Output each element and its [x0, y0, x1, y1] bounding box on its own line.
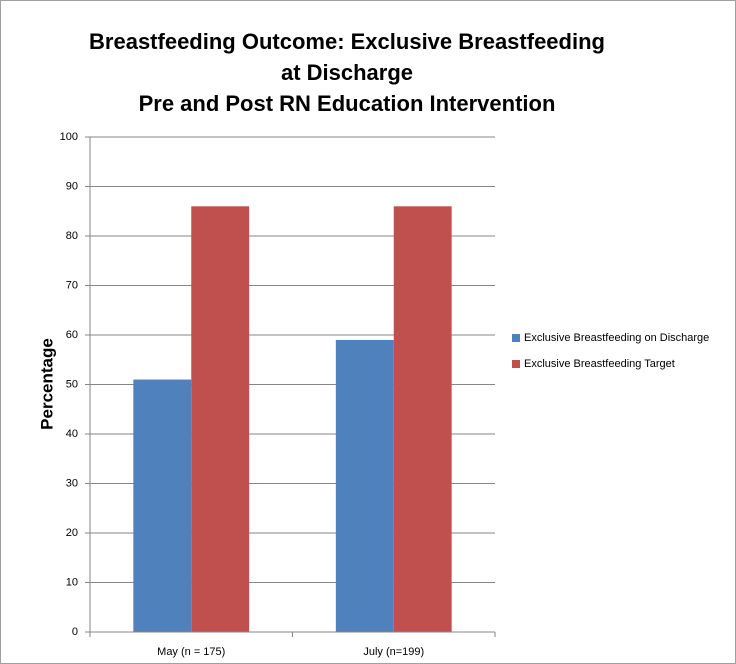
y-tick-label: 90 [66, 180, 78, 192]
chart-subtitle: Pre and Post RN Education Intervention [138, 91, 556, 116]
y-axis-label: Percentage [37, 338, 56, 430]
chart-title: Breastfeeding Outcome: Exclusive Breastf… [89, 29, 605, 85]
y-tick-label: 70 [66, 279, 78, 291]
title-block: Breastfeeding Outcome: Exclusive Breastf… [77, 26, 617, 119]
y-tick-label: 30 [66, 477, 78, 489]
bar [335, 339, 394, 632]
bar [191, 206, 250, 633]
y-tick-label: 0 [72, 626, 78, 638]
legend-swatch [512, 360, 520, 368]
x-tick-label: July (n=199) [363, 646, 424, 658]
y-tick-label: 50 [66, 378, 78, 390]
legend-swatch [512, 334, 520, 342]
y-tick-label: 10 [66, 576, 78, 588]
x-tick-label: May (n = 175) [157, 646, 225, 658]
legend-label: Exclusive Breastfeeding Target [524, 358, 675, 370]
legend-label: Exclusive Breastfeeding on Discharge [524, 332, 709, 344]
y-tick-label: 40 [66, 428, 78, 440]
y-tick-label: 80 [66, 230, 78, 242]
bar [393, 206, 452, 633]
y-tick-label: 20 [66, 527, 78, 539]
y-tick-label: 60 [66, 329, 78, 341]
y-tick-label: 100 [60, 131, 78, 143]
bar [133, 379, 192, 632]
